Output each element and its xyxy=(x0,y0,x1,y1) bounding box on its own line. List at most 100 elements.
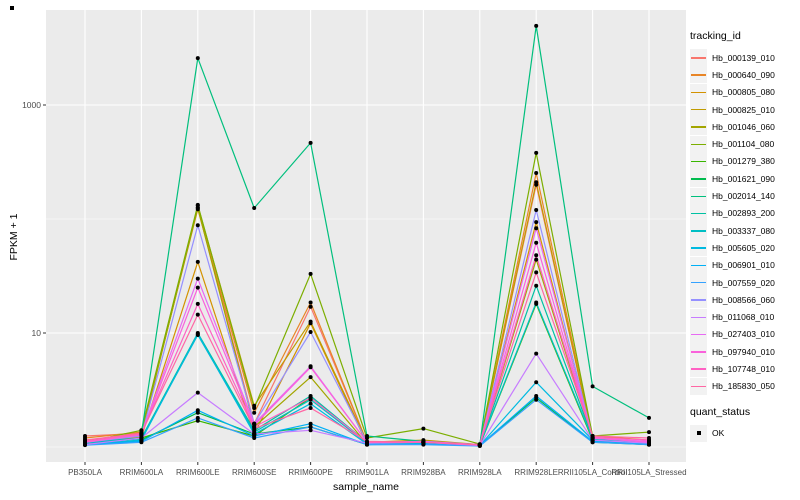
data-point xyxy=(590,434,595,438)
legend-entry-label: Hb_000825_010 xyxy=(712,104,775,115)
legend-key-line-icon xyxy=(690,325,707,343)
legend-entry-label: Hb_001621_090 xyxy=(712,173,775,184)
data-point xyxy=(421,426,426,431)
data-point xyxy=(195,206,200,210)
data-point xyxy=(195,202,200,207)
y-tick-label: 1000 xyxy=(22,100,41,110)
x-tick-label: PB350LA xyxy=(68,468,102,477)
data-point xyxy=(421,440,426,445)
legend-entry-label: Hb_005605_020 xyxy=(712,242,775,253)
data-point xyxy=(195,223,200,228)
data-point xyxy=(534,397,539,402)
data-point xyxy=(477,442,482,447)
data-point xyxy=(195,332,200,336)
plot-panel xyxy=(46,10,686,462)
data-point xyxy=(83,438,87,443)
legend-entry-label: Hb_008566_060 xyxy=(712,294,775,305)
data-point xyxy=(195,285,200,290)
legend-entry-label: Hb_002893_200 xyxy=(712,208,775,219)
data-point xyxy=(647,415,651,420)
legend-key-line-icon xyxy=(690,360,707,378)
data-point xyxy=(195,390,200,395)
stray-point-artifact xyxy=(10,6,14,10)
data-point xyxy=(534,171,539,175)
legend-entry-label: Hb_107748_010 xyxy=(712,363,775,374)
data-point xyxy=(139,436,144,440)
legend-entry: Hb_001621_090 xyxy=(690,170,800,188)
x-axis-title: sample_name xyxy=(333,481,399,493)
data-point xyxy=(534,208,539,212)
data-point xyxy=(534,220,539,225)
quant-status-label: OK xyxy=(712,428,725,439)
legend-key-line-icon xyxy=(690,49,707,67)
legend-entry-label: Hb_006901_010 xyxy=(712,260,775,271)
data-point xyxy=(308,401,313,406)
legend-entry-label: Hb_011068_010 xyxy=(712,312,775,323)
data-point xyxy=(195,56,200,61)
data-point xyxy=(308,304,313,309)
data-point xyxy=(195,301,200,306)
legend-entry: Hb_000825_010 xyxy=(690,101,800,119)
legend-entry: Hb_001046_060 xyxy=(690,118,800,136)
legend-entry: Hb_027403_010 xyxy=(690,325,800,343)
legend-entry: Hb_002014_140 xyxy=(690,187,800,205)
legend-key-line-icon xyxy=(690,291,707,309)
legend-entry-label: Hb_185830_050 xyxy=(712,381,775,392)
legend-entry: Hb_006901_010 xyxy=(690,256,800,274)
data-point xyxy=(308,140,313,145)
x-tick-label: RRII105LA_Stressed xyxy=(611,468,686,477)
legend-entry: Hb_002893_200 xyxy=(690,204,800,222)
legend-entry: Hb_003337_080 xyxy=(690,222,800,240)
data-point xyxy=(308,319,313,324)
data-point xyxy=(252,426,257,431)
legend-entry: Hb_001279_380 xyxy=(690,152,800,170)
data-point xyxy=(252,406,257,410)
legend-key-line-icon xyxy=(690,83,707,101)
data-point xyxy=(308,421,313,426)
legend-key-line-icon xyxy=(690,222,707,240)
x-tick-label: RRIM901LA xyxy=(345,468,389,477)
x-tick-label: RRIM600SE xyxy=(232,468,276,477)
data-point xyxy=(534,23,539,28)
legend-key-line-icon xyxy=(690,239,707,257)
legend-title: tracking_id xyxy=(690,30,741,42)
data-point xyxy=(647,436,651,440)
data-point xyxy=(252,436,257,440)
data-point xyxy=(534,150,539,155)
legend: tracking_id Hb_000139_010 Hb_000640_090 Hb… xyxy=(690,30,800,442)
legend-key-line-icon xyxy=(690,187,707,205)
data-point xyxy=(195,276,200,281)
data-point xyxy=(308,424,313,429)
legend-entry: Hb_000640_090 xyxy=(690,66,800,84)
legend-entry-label: Hb_001046_060 xyxy=(712,121,775,132)
data-point xyxy=(365,439,369,444)
legend-entry-label: Hb_000139_010 xyxy=(712,52,775,63)
data-point xyxy=(139,428,144,433)
data-point xyxy=(195,259,200,264)
legend-key-line-icon xyxy=(690,152,707,170)
legend-entries: Hb_000139_010 Hb_000640_090 Hb_000805_080 H… xyxy=(690,49,800,395)
data-point xyxy=(308,330,313,334)
data-point xyxy=(195,408,200,413)
legend-entry: Hb_097940_010 xyxy=(690,343,800,361)
data-point xyxy=(252,206,257,210)
data-point xyxy=(308,375,313,380)
data-point xyxy=(308,395,313,400)
legend-entry: Hb_007559_020 xyxy=(690,274,800,291)
data-point xyxy=(647,430,651,435)
legend-entry-label: Hb_001104_080 xyxy=(712,139,775,150)
legend-entry-label: Hb_000805_080 xyxy=(712,87,775,98)
data-point xyxy=(252,432,257,436)
x-tick-label: RRIM600LE xyxy=(176,468,220,477)
legend-entry-label: Hb_000640_090 xyxy=(712,69,775,80)
data-point xyxy=(195,415,200,420)
data-point xyxy=(139,431,144,436)
data-point xyxy=(308,271,313,276)
quant-status-entry: OK xyxy=(690,424,800,442)
data-point xyxy=(534,257,539,262)
data-point xyxy=(534,240,539,245)
legend-entry-label: Hb_027403_010 xyxy=(712,329,775,340)
legend-entry: Hb_001104_080 xyxy=(690,135,800,153)
